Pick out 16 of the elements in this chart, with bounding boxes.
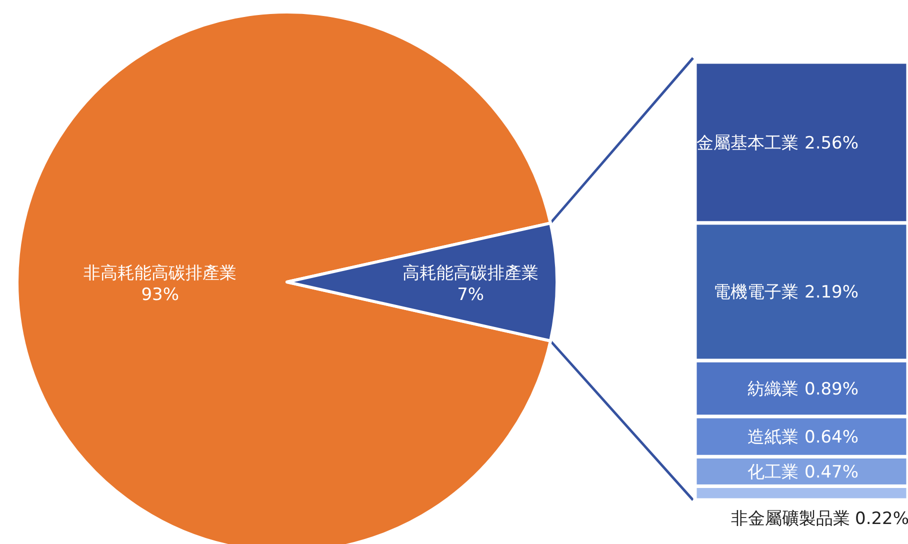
series-label: 造紙業 xyxy=(748,428,798,448)
data-label: 0.89% xyxy=(804,379,859,400)
series-label: 非金屬礦製品業 xyxy=(731,509,850,529)
data-label: 7% xyxy=(457,284,484,305)
data-label: 93% xyxy=(141,284,179,305)
data-label: 0.22% xyxy=(855,509,908,529)
slice-label: 高耗能高碳排產業 xyxy=(402,264,539,284)
series-label: 金屬基本工業 xyxy=(696,133,798,154)
slice-label: 非高耗能高碳排產業 xyxy=(84,264,237,284)
series-label: 紡織業 xyxy=(748,379,798,400)
data-label: 0.47% xyxy=(804,462,859,482)
series-label: 化工業 xyxy=(748,462,798,482)
series-label: 電機電子業 xyxy=(714,282,798,303)
data-label: 2.56% xyxy=(804,133,859,154)
data-label: 2.19% xyxy=(804,282,859,303)
data-label: 0.64% xyxy=(804,428,859,448)
